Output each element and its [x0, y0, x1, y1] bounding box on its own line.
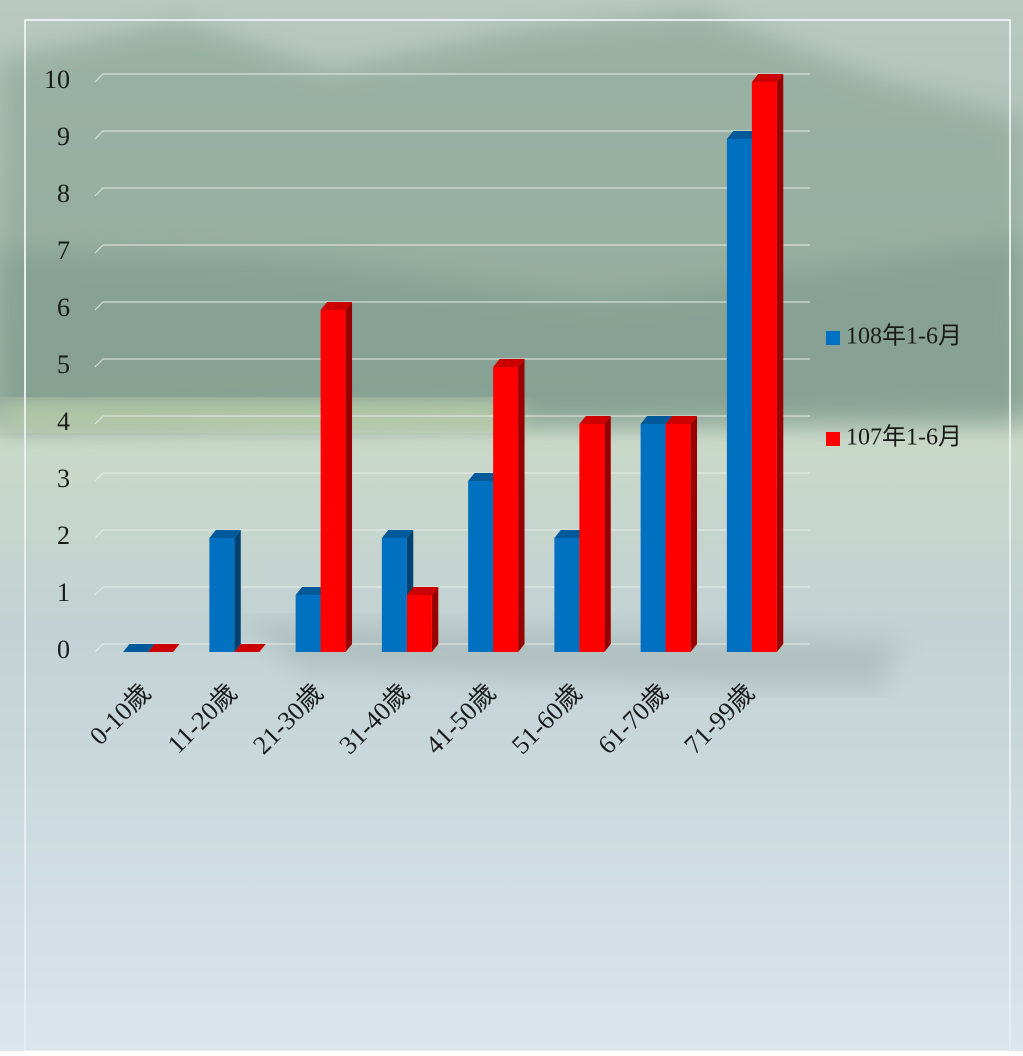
bar: [493, 359, 525, 652]
bar-top: [579, 416, 611, 424]
legend-label: 108年1-6月: [846, 323, 962, 350]
bar-side: [234, 530, 241, 652]
bar-front: [320, 310, 346, 652]
bar-side: [345, 302, 353, 652]
bar-top: [295, 587, 328, 595]
bar-top: [148, 644, 180, 652]
bar: [209, 530, 241, 652]
bar: [320, 302, 353, 652]
bar-front: [640, 424, 666, 652]
bar-front: [726, 139, 752, 652]
bar: [751, 74, 784, 652]
bar-top: [468, 473, 500, 481]
y-tick-label: 10: [44, 65, 70, 94]
y-tick-label: 4: [57, 407, 70, 436]
legend-swatch: [826, 331, 840, 345]
bar-side: [518, 359, 525, 652]
bar-side: [431, 587, 439, 652]
bar-top: [726, 131, 759, 139]
y-tick-label: 5: [57, 350, 70, 379]
bar-top: [406, 587, 439, 595]
bar-top: [751, 74, 784, 82]
grid-line: [94, 415, 810, 425]
bar: [123, 644, 155, 652]
y-tick-label: 2: [57, 521, 70, 550]
bar-top: [209, 530, 241, 538]
bar-top: [320, 302, 353, 310]
bar: [234, 644, 266, 652]
bar-side: [604, 416, 611, 652]
y-tick-label: 3: [57, 464, 70, 493]
bar-front: [295, 595, 321, 652]
bar-front: [751, 82, 777, 652]
grid-line: [94, 73, 810, 83]
bar-front: [406, 595, 432, 652]
bar-side: [690, 416, 698, 652]
y-tick-label: 9: [57, 122, 70, 151]
bar-front: [381, 538, 407, 652]
grid-line: [94, 187, 810, 197]
bar-top: [234, 644, 266, 652]
bar-front: [579, 424, 605, 652]
legend-label: 107年1-6月: [846, 424, 962, 451]
bar-front: [665, 424, 691, 652]
bar: [406, 587, 439, 652]
y-tick-label: 8: [57, 179, 70, 208]
legend-swatch: [826, 432, 840, 446]
y-tick-label: 0: [57, 635, 70, 664]
bar-top: [665, 416, 698, 424]
bar-top: [381, 530, 414, 538]
bar-top: [640, 416, 673, 424]
bar: [148, 644, 180, 652]
bar-side: [776, 74, 784, 652]
grid-line: [94, 472, 810, 482]
bar-front: [554, 538, 580, 652]
y-tick-label: 6: [57, 293, 70, 322]
grid-line: [94, 130, 810, 140]
bar-top: [554, 530, 586, 538]
bar: [665, 416, 698, 652]
y-tick-label: 1: [57, 578, 70, 607]
bar-front: [468, 481, 494, 652]
bar: [579, 416, 611, 652]
grid-line: [94, 358, 810, 368]
y-tick-label: 7: [57, 236, 70, 265]
bar-front: [493, 367, 519, 652]
grid-line: [94, 244, 810, 254]
bar-top: [123, 644, 155, 652]
bar-top: [493, 359, 525, 367]
bar-front: [209, 538, 235, 652]
grid-line: [94, 301, 810, 311]
